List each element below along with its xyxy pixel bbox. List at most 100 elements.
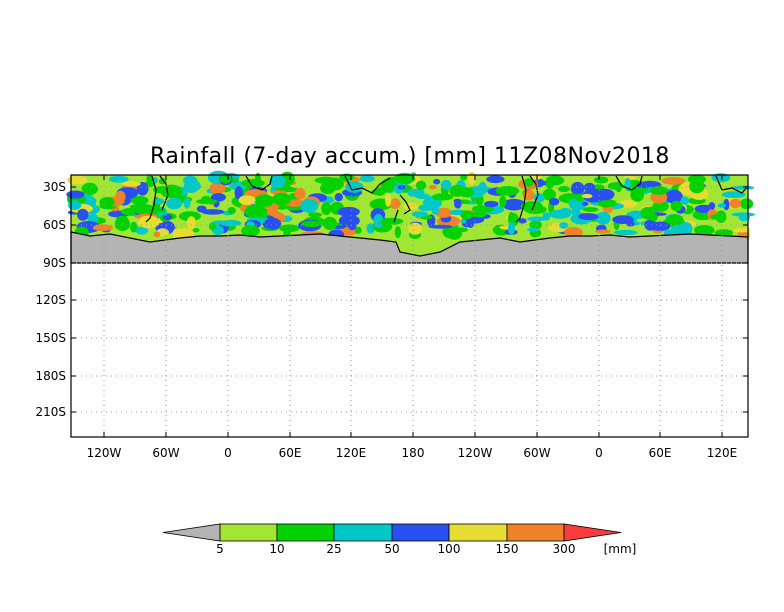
colorbar-tick-label: 5: [216, 542, 224, 556]
rain-cell: [122, 181, 141, 187]
rain-cell: [559, 208, 572, 218]
colorbar: 5 10 25 50 100 150 300: [162, 523, 622, 556]
rain-cell: [334, 193, 343, 202]
south-africa-coast-2: [615, 175, 643, 191]
rain-cell: [653, 207, 660, 213]
longitude-label: 180: [402, 446, 425, 460]
rain-cell: [597, 198, 617, 208]
rain-cell: [77, 208, 89, 221]
rain-cell: [733, 227, 749, 233]
rain-cell: [321, 202, 332, 216]
rain-cell: [460, 174, 468, 181]
rain-cell: [414, 193, 430, 199]
rain-cell: [593, 188, 615, 201]
colorbar-segment: [162, 523, 221, 542]
rain-cell: [172, 228, 183, 240]
rain-cell: [613, 229, 638, 236]
colorbar-segment: [219, 523, 278, 542]
colorbar-tick-label: 100: [438, 542, 461, 556]
rain-cell: [680, 196, 690, 206]
colorbar-unit-label: [mm]: [604, 542, 637, 556]
rain-cell: [523, 178, 534, 187]
new-zealand-coast: [393, 194, 411, 223]
rain-cell: [710, 214, 725, 220]
longitude-labels: 120W 60W 0 60E 120E 180 120W 60W 0 60E 120E: [87, 446, 738, 460]
rain-cell: [694, 225, 715, 236]
rain-cell: [594, 176, 609, 184]
rain-cell: [254, 172, 261, 184]
rain-cell: [294, 187, 306, 200]
longitude-label: 120E: [707, 446, 738, 460]
rain-cell: [582, 207, 599, 212]
rain-cell: [435, 207, 452, 218]
rain-cell: [192, 228, 200, 233]
rain-cell: [729, 198, 742, 209]
rain-cell: [529, 220, 542, 230]
south-america-coast-2: [515, 175, 539, 223]
rain-cell: [570, 181, 585, 196]
rain-cell: [542, 188, 556, 201]
rain-cell: [689, 179, 705, 194]
rain-cell: [209, 182, 226, 195]
rain-cell: [731, 212, 756, 217]
rain-cell: [407, 188, 418, 197]
rain-cell: [471, 205, 495, 213]
rain-cell: [581, 193, 593, 199]
longitude-label: 0: [224, 446, 232, 460]
rain-cell: [133, 203, 149, 215]
rain-cell: [244, 204, 267, 219]
longitude-label: 120W: [87, 446, 122, 460]
rain-cell: [648, 213, 658, 222]
rain-cell: [626, 221, 635, 227]
rain-cell: [495, 186, 520, 196]
australia-coast: [344, 175, 391, 194]
rain-cell: [301, 220, 322, 228]
colorbar-tick-label: 300: [553, 542, 576, 556]
rain-cell: [499, 195, 507, 208]
rain-cell: [136, 182, 149, 196]
rain-cell: [722, 191, 746, 199]
rain-cell: [269, 175, 286, 188]
rain-cell: [524, 205, 547, 215]
rain-cell: [723, 198, 730, 211]
colorbar-segment: [333, 523, 393, 542]
rain-cell: [116, 215, 129, 224]
rain-cell: [584, 182, 596, 192]
latitude-label: 120S: [35, 293, 66, 307]
rain-cell: [67, 175, 88, 185]
rain-cell: [186, 216, 196, 230]
rain-cell: [279, 224, 300, 232]
rain-cell: [137, 215, 160, 229]
latitude-label: 90S: [43, 256, 66, 270]
rain-cell: [115, 190, 126, 203]
colorbar-tick-label: 50: [384, 542, 399, 556]
longitude-label: 0: [595, 446, 603, 460]
map-title: Rainfall (7-day accum.) [mm] 11Z08Nov201…: [150, 144, 670, 169]
rain-cell: [564, 227, 583, 238]
rain-cell: [99, 197, 115, 208]
rain-cell: [153, 198, 165, 205]
rain-cell: [338, 214, 360, 227]
rain-cell: [264, 217, 282, 230]
rain-cell: [518, 218, 527, 224]
map-frame: [70, 174, 749, 438]
rain-cell: [380, 178, 395, 193]
rain-cell: [373, 213, 384, 228]
rain-cell: [379, 217, 404, 225]
rain-cell: [271, 192, 292, 206]
rain-cell: [661, 177, 686, 185]
rain-cell: [183, 175, 198, 186]
colorbar-segment: [506, 523, 565, 542]
rain-cell: [68, 200, 82, 211]
rain-cell: [135, 226, 148, 235]
longitude-label: 60W: [523, 446, 550, 460]
rain-cell: [433, 178, 441, 185]
rain-cell: [666, 214, 684, 228]
longitude-label: 60E: [649, 446, 672, 460]
map-plot-area: [66, 170, 756, 438]
rain-cell: [359, 175, 375, 183]
rain-cell: [234, 186, 243, 200]
rain-cell: [595, 229, 611, 234]
rain-cell: [418, 204, 434, 211]
latitude-labels: 30S 60S 90S 120S 150S 180S 210S: [35, 180, 66, 419]
